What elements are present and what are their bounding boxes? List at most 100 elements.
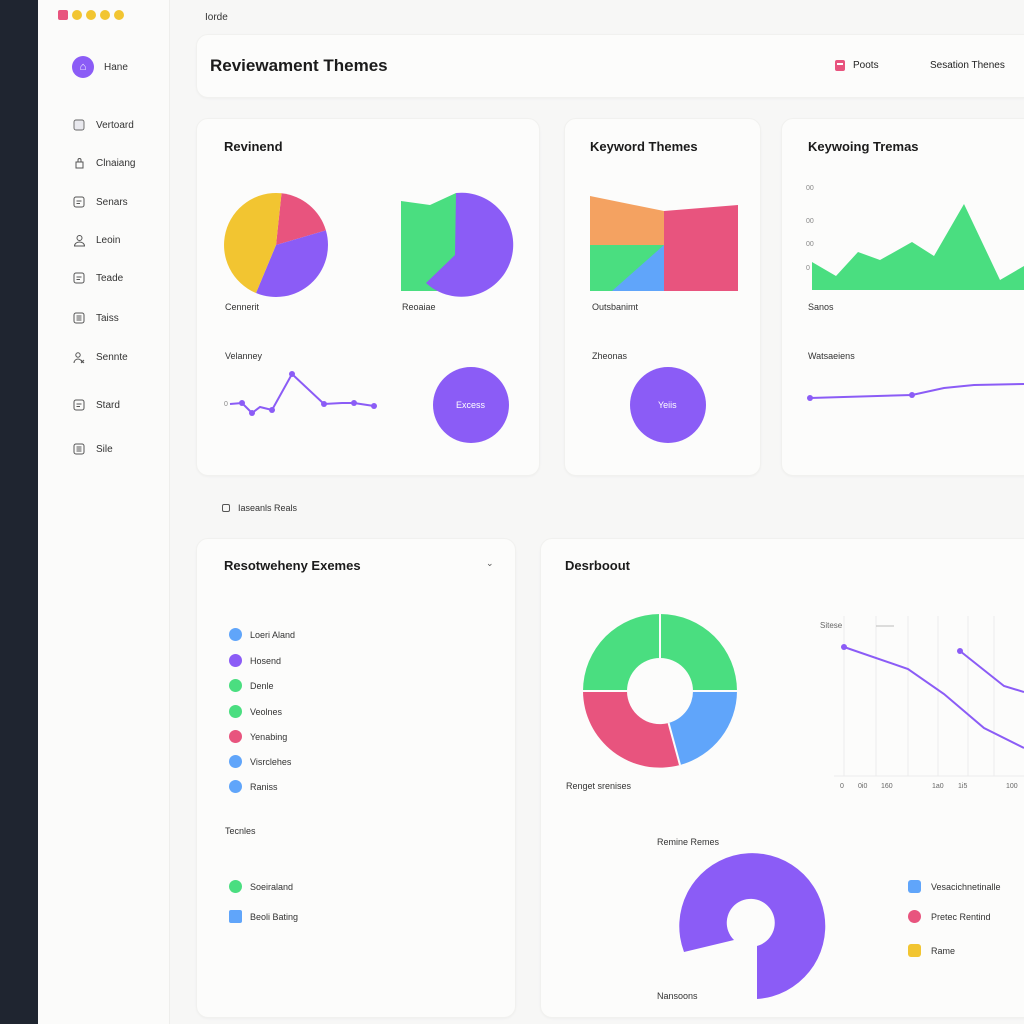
desrboout-title: Desrboout xyxy=(565,558,630,573)
data-point xyxy=(807,395,813,401)
sidebar-item-label: Vertoard xyxy=(96,119,134,131)
big-donut-label: Nansoons xyxy=(657,991,698,1001)
legend-item: Raniss xyxy=(229,780,278,793)
data-point xyxy=(909,392,915,398)
doc-icon xyxy=(72,442,86,456)
sidebar-item-label: Teade xyxy=(96,272,124,284)
sidebar-item-6[interactable]: Taiss xyxy=(72,311,119,325)
excess-circle[interactable] xyxy=(431,366,511,446)
x-tick-label: 100 xyxy=(1006,783,1018,790)
window-dot-icon[interactable] xyxy=(72,10,82,20)
legend-item: Hosend xyxy=(229,654,281,667)
legend-swatch xyxy=(908,880,921,893)
sidebar-item-2[interactable]: Clnaiang xyxy=(72,156,135,170)
legend-label: Visrclehes xyxy=(250,756,292,767)
reoaiae-pie xyxy=(401,192,514,297)
donut-slice xyxy=(679,853,826,999)
sidebar-item-home[interactable]: ⌂ Hane xyxy=(72,56,128,78)
legend-label: Yenabing xyxy=(250,731,288,742)
legend-label: Raniss xyxy=(250,781,278,792)
checkbox-icon[interactable] xyxy=(222,504,230,512)
sidebar-item-9[interactable]: Sile xyxy=(72,442,113,456)
area-segment xyxy=(612,245,664,291)
session-themes-label: Sesation Thenes xyxy=(930,60,1005,71)
data-point xyxy=(249,410,255,416)
line-tag: Sitese xyxy=(820,621,843,630)
desrboout-donut xyxy=(583,614,737,768)
sidebar-item-1[interactable]: Vertoard xyxy=(72,118,134,132)
page-title: Reviewament Themes xyxy=(210,56,388,75)
watsaeiens-line-chart xyxy=(807,383,1024,401)
area-segment xyxy=(664,205,738,291)
series-line xyxy=(229,372,375,415)
y-tick-label: 0 xyxy=(806,265,810,272)
pie-slice xyxy=(401,193,456,291)
app-window: ⌂ Hane Vertoard Clnaiang Senars Leoin Te… xyxy=(38,0,1024,1024)
axis-tick-label: 0 xyxy=(224,401,228,408)
donut-slice xyxy=(583,614,660,691)
sidebar-item-label: Taiss xyxy=(96,312,119,324)
legend-label: Pretec Rentind xyxy=(931,911,991,922)
posts-button-label: Poots xyxy=(853,60,879,71)
desrboout-line-chart xyxy=(834,616,1024,777)
filter-row[interactable]: Iaseanls Reals xyxy=(222,503,297,513)
list-icon xyxy=(72,195,86,209)
legend-item: Veolnes xyxy=(229,705,282,718)
sidebar-item-3[interactable]: Senars xyxy=(72,195,128,209)
window-dot-icon[interactable] xyxy=(86,10,96,20)
legend-item: Denle xyxy=(229,679,274,692)
pie1-label: Cennerit xyxy=(225,302,260,312)
legend-item: Vesacichnetinalle xyxy=(908,880,1001,893)
window-dot-icon[interactable] xyxy=(100,10,110,20)
series-line xyxy=(809,383,1024,399)
session-themes-button[interactable]: Sesation Thenes xyxy=(930,60,1005,71)
data-point xyxy=(371,403,377,409)
legend-swatch xyxy=(229,679,242,692)
sidebar-item-label: Sennte xyxy=(96,351,128,363)
legend-item: Visrclehes xyxy=(229,755,291,768)
window-dot-icon[interactable] xyxy=(114,10,124,20)
yeiis-circle[interactable] xyxy=(629,366,709,446)
document-icon xyxy=(835,60,845,71)
legend-swatch xyxy=(229,730,242,743)
legend-label: Vesacichnetinalle xyxy=(931,881,1001,892)
keywoing-tremas-card xyxy=(781,118,1024,476)
area-segment xyxy=(590,196,664,245)
sidebar-item-8[interactable]: Stard xyxy=(72,398,120,412)
revinend-title: Revinend xyxy=(224,139,283,154)
sidebar-item-label: Senars xyxy=(96,196,128,208)
chevron-down-icon[interactable]: ⌄ xyxy=(486,558,494,568)
legend-swatch xyxy=(229,910,242,923)
legend-label: Beoli Bating xyxy=(250,911,299,922)
yeiis-label: Yeiis xyxy=(658,400,677,410)
keyword-area-chart xyxy=(590,196,738,291)
big-donut-title: Remine Remes xyxy=(657,837,720,847)
area-label: Sanos xyxy=(808,302,834,312)
doc-icon xyxy=(72,311,86,325)
data-point xyxy=(321,401,327,407)
sidebar-item-7[interactable]: Sennte xyxy=(72,350,128,364)
line-label: Watsaeiens xyxy=(808,351,855,361)
sidebar-item-5[interactable]: Teade xyxy=(72,271,123,285)
posts-button[interactable]: Poots xyxy=(835,60,879,71)
home-icon: ⌂ xyxy=(72,56,94,78)
legend-swatch xyxy=(229,780,242,793)
resotweheny-title: Resotweheny Exemes xyxy=(224,558,361,573)
legend-label: Loeri Aland xyxy=(250,629,296,640)
window-app-icon[interactable] xyxy=(58,10,68,20)
sidebar-item-label: Clnaiang xyxy=(96,157,136,169)
data-point xyxy=(289,371,295,377)
series-line xyxy=(959,650,1024,693)
keywoing-area-chart xyxy=(812,204,1024,290)
sidebar-item-4[interactable]: Leoin xyxy=(72,233,120,247)
legend-item: Pretec Rentind xyxy=(908,910,991,923)
user-icon xyxy=(72,233,86,247)
revinend-pie xyxy=(224,193,328,297)
y-tick-label: 00 xyxy=(806,241,814,248)
keywoing-tremas-title: Keywoing Tremas xyxy=(808,139,919,154)
legend-swatch xyxy=(229,628,242,641)
legend-label: Denle xyxy=(250,680,274,691)
list-icon xyxy=(72,271,86,285)
series-line xyxy=(843,646,1024,749)
legend-swatch xyxy=(908,944,921,957)
